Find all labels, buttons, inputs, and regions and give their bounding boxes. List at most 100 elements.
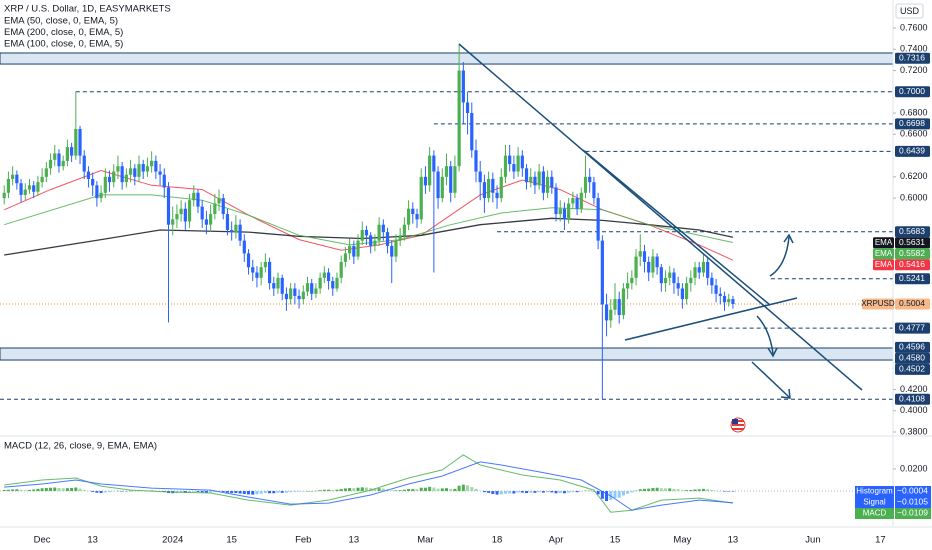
macd-line [4, 461, 733, 511]
chart-title: XRP / U.S. Dollar, 1D, EASYMARKETS [4, 4, 171, 15]
histogram-bar [327, 489, 331, 492]
candle-body [150, 160, 154, 167]
flag-icon[interactable] [730, 417, 746, 433]
histogram-bar [457, 485, 461, 492]
candle-body [99, 192, 103, 199]
arrow-head [767, 347, 778, 358]
histogram-bar [103, 491, 107, 493]
axis-label: 0.5683 [895, 226, 930, 238]
candle-body [634, 256, 638, 278]
candle-body [512, 164, 516, 172]
histogram-bar [99, 491, 103, 494]
histogram-bar [567, 491, 571, 493]
candle-body [449, 166, 453, 193]
candle-body [453, 166, 457, 193]
histogram-bar [621, 491, 625, 496]
axis-layer: 0.7600 0.7400 0.7200 0.6800 0.6600 0.6200 0.60… [4, 16, 931, 546]
readout-name-box [855, 507, 894, 519]
currency-box[interactable] [895, 3, 924, 19]
histogram-bar [74, 487, 78, 492]
candle-body [575, 198, 579, 209]
axis-label-box [895, 363, 930, 375]
axis-label: 0.4502 [895, 364, 930, 375]
candle-body [487, 178, 491, 199]
histogram-bar [651, 487, 655, 492]
histogram-bar [234, 491, 238, 494]
candle-body [558, 208, 562, 215]
readout: Histogram −0.0004 [855, 486, 931, 497]
candle-body [133, 168, 137, 177]
candle-body [234, 224, 238, 233]
legend-item: EMA (50, close, 0, EMA, 5) [4, 16, 118, 27]
candle-body [722, 295, 727, 303]
histogram-bar [225, 491, 229, 493]
histogram-bar [482, 491, 486, 493]
candle-body [440, 176, 444, 199]
histogram-bar [723, 491, 727, 492]
histogram-bar [701, 488, 705, 492]
candle-body [482, 182, 487, 199]
histogram-bar [86, 490, 90, 492]
histogram-bar [276, 491, 280, 493]
zone [0, 52, 894, 65]
candle-body [82, 155, 86, 172]
candle-body [171, 219, 175, 225]
candle-body [217, 198, 221, 204]
candle-body [697, 267, 701, 273]
candle-body [162, 174, 166, 188]
candle-body [57, 153, 61, 167]
axis-label-box [895, 393, 930, 405]
histogram-bar [238, 491, 242, 494]
candle-body [621, 288, 626, 316]
marks-layer [2, 43, 735, 513]
axis-label: 0.5241 [895, 273, 930, 285]
histogram-bar [419, 487, 423, 492]
histogram-bar [558, 491, 562, 494]
readout-name-box [855, 485, 894, 497]
x-tick-label: 13 [87, 535, 98, 546]
axis-label: 0.7000 [895, 86, 930, 98]
candle-body [246, 253, 251, 268]
trend-line [458, 43, 863, 391]
histogram-bar [731, 491, 735, 492]
axis-label-text: 0.7000 [899, 86, 925, 96]
x-tick-label: 13 [728, 535, 739, 546]
y-tick-label: 0.6800 [900, 107, 928, 117]
histogram-bar [339, 489, 343, 492]
candle-body [310, 283, 314, 294]
legend-item: EMA (100, close, 0, EMA, 5) [4, 39, 123, 50]
candle-body [499, 176, 503, 199]
histogram-bar [204, 491, 208, 493]
candle-body [32, 185, 36, 192]
candle-body [428, 155, 432, 186]
candle-body [326, 272, 331, 282]
candle-body [714, 285, 718, 294]
histogram-bar [529, 491, 533, 493]
histogram-bar [520, 491, 524, 493]
histogram-bar [188, 491, 192, 493]
axis-label-box [895, 52, 930, 64]
axis-label-text: 0.7316 [899, 52, 925, 62]
y-tick-label: 0.4200 [900, 384, 928, 394]
y-tick-label: 0.7200 [900, 65, 928, 75]
candle-body [301, 291, 305, 300]
candle-body [305, 283, 310, 292]
histogram-bar [293, 491, 297, 492]
histogram-bar [605, 491, 609, 501]
histogram-bar [32, 489, 36, 492]
histogram-bar [579, 491, 583, 492]
histogram-bar [2, 489, 6, 492]
candle-body [27, 185, 32, 190]
candle-body [381, 224, 385, 233]
candle-body [48, 159, 53, 169]
candle-body [23, 189, 27, 195]
readout-value: −0.0004 [897, 486, 928, 496]
candle-body [516, 155, 520, 172]
histogram-bar [432, 487, 436, 492]
histogram-bar [668, 488, 672, 492]
candle-body [668, 272, 672, 278]
readout-value-box [895, 507, 931, 519]
x-tick-label: Jun [805, 535, 820, 546]
candle-body [70, 147, 74, 156]
